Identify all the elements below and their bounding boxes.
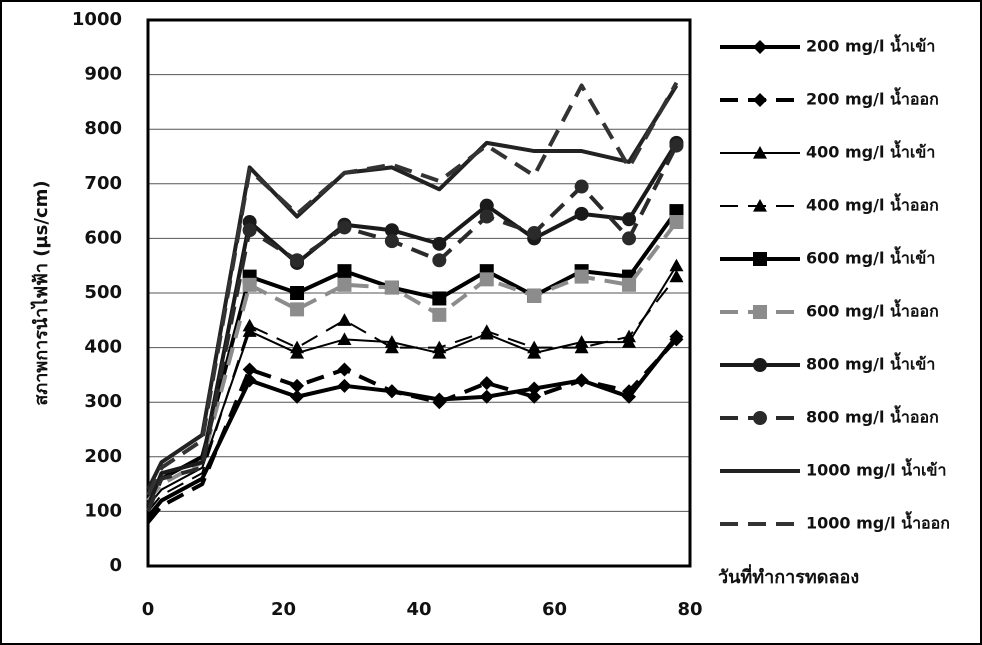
x-tick-label: 80 bbox=[677, 599, 702, 620]
marker bbox=[432, 253, 446, 267]
y-tick-label: 0 bbox=[109, 555, 122, 576]
legend-label: 200 mg/l น้ำออก bbox=[806, 87, 939, 109]
marker bbox=[337, 278, 351, 292]
legend-label: 200 mg/l น้ำเข้า bbox=[806, 34, 935, 56]
marker bbox=[385, 281, 399, 295]
legend-label: 800 mg/l น้ำเข้า bbox=[806, 352, 935, 374]
legend-label: 1000 mg/l น้ำออก bbox=[806, 511, 950, 533]
y-tick-label: 100 bbox=[84, 500, 122, 521]
marker bbox=[337, 220, 351, 234]
y-tick-label: 400 bbox=[84, 337, 122, 358]
legend-label: 600 mg/l น้ำออก bbox=[806, 299, 939, 321]
marker bbox=[290, 253, 304, 267]
y-tick-label: 300 bbox=[84, 391, 122, 412]
x-tick-label: 20 bbox=[271, 599, 296, 620]
legend-label: 1000 mg/l น้ำเข้า bbox=[806, 458, 946, 480]
y-tick-label: 200 bbox=[84, 446, 122, 467]
marker bbox=[622, 212, 636, 226]
marker bbox=[385, 234, 399, 248]
marker bbox=[669, 139, 683, 153]
marker bbox=[290, 302, 304, 316]
marker bbox=[432, 291, 446, 305]
legend-label: 800 mg/l น้ำออก bbox=[806, 405, 939, 427]
marker bbox=[337, 264, 351, 278]
legend-label: 400 mg/l น้ำออก bbox=[806, 193, 939, 215]
marker bbox=[480, 272, 494, 286]
marker bbox=[527, 226, 541, 240]
x-tick-label: 0 bbox=[142, 599, 155, 620]
y-axis-label: สภาพการนำไฟฟ้า (µs/cm) bbox=[30, 180, 52, 405]
marker bbox=[432, 308, 446, 322]
marker bbox=[622, 231, 636, 245]
x-tick-label: 60 bbox=[542, 599, 567, 620]
marker bbox=[753, 411, 767, 425]
marker bbox=[290, 286, 304, 300]
marker bbox=[527, 289, 541, 303]
marker bbox=[243, 278, 257, 292]
y-tick-label: 800 bbox=[84, 118, 122, 139]
y-tick-label: 900 bbox=[84, 64, 122, 85]
marker bbox=[575, 180, 589, 194]
y-tick-label: 600 bbox=[84, 227, 122, 248]
page: {"chart_data": {"type": "line", "y_label… bbox=[0, 0, 982, 645]
legend-label: 400 mg/l น้ำเข้า bbox=[806, 140, 935, 162]
marker bbox=[575, 270, 589, 284]
marker bbox=[243, 223, 257, 237]
marker bbox=[753, 252, 767, 266]
marker bbox=[575, 207, 589, 221]
marker bbox=[432, 237, 446, 251]
chart: สภาพการนำไฟฟ้า (µs/cm) วันที่ทำการทดลอง … bbox=[0, 0, 982, 645]
marker bbox=[669, 215, 683, 229]
y-tick-label: 1000 bbox=[72, 9, 122, 30]
marker bbox=[622, 278, 636, 292]
marker bbox=[753, 305, 767, 319]
legend-label: 600 mg/l น้ำเข้า bbox=[806, 246, 935, 268]
x-tick-label: 40 bbox=[406, 599, 431, 620]
marker bbox=[480, 210, 494, 224]
x-axis-label: วันที่ทำการทดลอง bbox=[718, 564, 859, 588]
y-tick-label: 500 bbox=[84, 282, 122, 303]
y-tick-label: 700 bbox=[84, 173, 122, 194]
marker bbox=[753, 358, 767, 372]
